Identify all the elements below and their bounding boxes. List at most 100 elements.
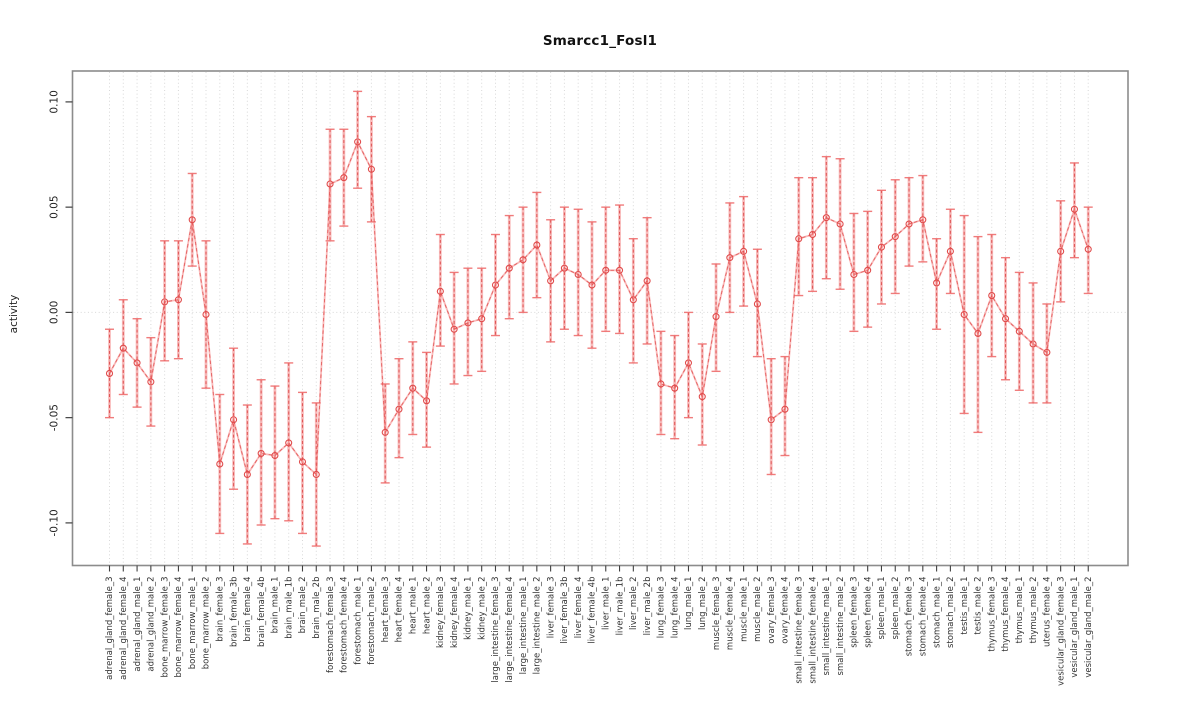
data-points <box>105 138 1092 479</box>
x-tick-label: brain_female_4b <box>257 577 267 647</box>
x-tick-label: spleen_male_2 <box>891 577 901 640</box>
x-tick-label: stomach_female_4 <box>919 577 929 657</box>
data-point <box>1029 340 1037 348</box>
data-point <box>243 470 251 479</box>
x-tick-label: kidney_female_3 <box>436 577 446 649</box>
x-tick-label: small_intestine_female_4 <box>808 577 818 684</box>
data-point <box>216 460 224 468</box>
data-point <box>684 359 693 367</box>
x-tick-label: small_intestine_male_1 <box>822 577 832 676</box>
x-tick-label: thymus_female_4 <box>1001 577 1011 652</box>
data-point <box>202 310 210 319</box>
x-tick-label: stomach_male_1 <box>932 577 942 649</box>
error-bars-solid <box>108 91 1090 547</box>
y-axis: -0.10 -0.05 0.00 0.05 0.10 <box>48 90 73 536</box>
data-line-dashed <box>109 140 1089 476</box>
data-point <box>974 329 982 338</box>
data-point <box>657 380 665 388</box>
plot-box <box>71 70 1129 567</box>
data-point <box>491 281 500 289</box>
error-bar-caps <box>105 90 1093 547</box>
data-point <box>877 243 886 251</box>
x-tick-label: large_intestine_female_4 <box>505 577 515 683</box>
data-point <box>808 230 817 239</box>
x-tick-label: testis_male_2 <box>974 577 984 635</box>
data-point <box>822 214 830 222</box>
data-point <box>340 174 348 182</box>
data-point <box>1057 247 1065 255</box>
x-tick-label: forestomach_female_3 <box>326 577 336 673</box>
data-point <box>161 298 169 306</box>
data-point <box>505 264 513 272</box>
x-tick-label: liver_male_2 <box>629 577 639 630</box>
y-tick-label: 0.05 <box>48 195 60 218</box>
data-point <box>547 277 555 285</box>
x-axis: adrenal_gland_female_3 adrenal_gland_fema… <box>105 565 1094 686</box>
data-point <box>1043 348 1051 356</box>
x-tick-label: ovary_female_4 <box>781 577 791 644</box>
x-tick-label: muscle_male_1 <box>739 577 749 642</box>
x-tick-label: forestomach_female_4 <box>340 577 350 673</box>
y-tick-label: -0.05 <box>48 404 60 431</box>
x-tick-label: large_intestine_female_3 <box>491 577 501 683</box>
x-tick-label: heart_male_1 <box>408 577 418 635</box>
x-tick-label: vesicular_gland_male_2 <box>1084 577 1094 678</box>
x-tick-label: thymus_male_1 <box>1015 577 1025 644</box>
x-tick-label: kidney_male_2 <box>477 577 487 640</box>
gridlines <box>109 72 1089 565</box>
data-point <box>271 451 279 460</box>
x-tick-label: spleen_male_1 <box>877 577 887 640</box>
x-tick-label: liver_female_3 <box>546 577 556 639</box>
x-tick-label: kidney_female_4 <box>450 577 460 649</box>
chart-title: Smarcc1_Fosl1 <box>542 33 658 49</box>
x-tick-label: lung_male_1 <box>684 577 694 631</box>
x-tick-label: heart_female_4 <box>395 577 405 643</box>
data-point <box>864 266 872 274</box>
x-tick-label: muscle_female_4 <box>726 577 736 651</box>
y-tick-label: 0.10 <box>48 90 60 113</box>
data-point <box>850 270 858 279</box>
x-tick-label: liver_male_2b <box>643 577 653 636</box>
data-point <box>615 266 624 274</box>
data-point <box>409 384 417 392</box>
x-tick-label: thymus_male_2 <box>1029 577 1039 644</box>
x-tick-label: spleen_female_3 <box>850 577 860 648</box>
data-point <box>464 319 472 327</box>
x-tick-label: spleen_female_4 <box>863 577 873 648</box>
data-point <box>574 270 582 279</box>
x-tick-label: ovary_female_3 <box>767 577 777 644</box>
data-point <box>450 325 458 333</box>
data-point <box>698 393 706 401</box>
data-point <box>381 428 389 436</box>
data-point <box>629 296 637 304</box>
data-point <box>354 138 362 146</box>
data-point <box>643 277 651 285</box>
x-tick-label: stomach_female_3 <box>905 577 915 657</box>
data-point <box>436 287 444 295</box>
x-tick-label: bone_marrow_male_2 <box>202 577 212 670</box>
x-tick-label: adrenal_gland_male_1 <box>133 577 143 672</box>
error-bars-dashed <box>109 91 1089 547</box>
x-tick-label: brain_male_1b <box>284 577 294 639</box>
x-tick-label: brain_female_3b <box>229 577 239 647</box>
data-point <box>1084 245 1092 253</box>
x-tick-label: lung_female_4 <box>670 577 680 639</box>
x-tick-label: liver_female_4 <box>574 577 584 639</box>
data-point <box>560 264 568 272</box>
x-tick-label: brain_female_4 <box>243 577 253 642</box>
x-tick-label: stomach_male_2 <box>946 577 956 649</box>
x-tick-label: brain_male_2 <box>298 577 308 634</box>
x-tick-label: liver_male_1b <box>615 577 625 636</box>
x-tick-label: large_intestine_male_2 <box>533 577 543 675</box>
data-point <box>230 416 238 424</box>
data-point <box>588 281 596 289</box>
data-point <box>519 256 527 264</box>
data-point <box>423 397 431 405</box>
x-tick-label: liver_male_1 <box>601 577 611 630</box>
data-point <box>836 220 844 228</box>
data-point <box>919 216 927 224</box>
x-tick-label: uterus_female_4 <box>1043 577 1053 647</box>
data-point <box>119 344 127 352</box>
x-tick-label: vesicular_gland_female_3 <box>1056 577 1066 686</box>
data-point <box>712 313 720 321</box>
